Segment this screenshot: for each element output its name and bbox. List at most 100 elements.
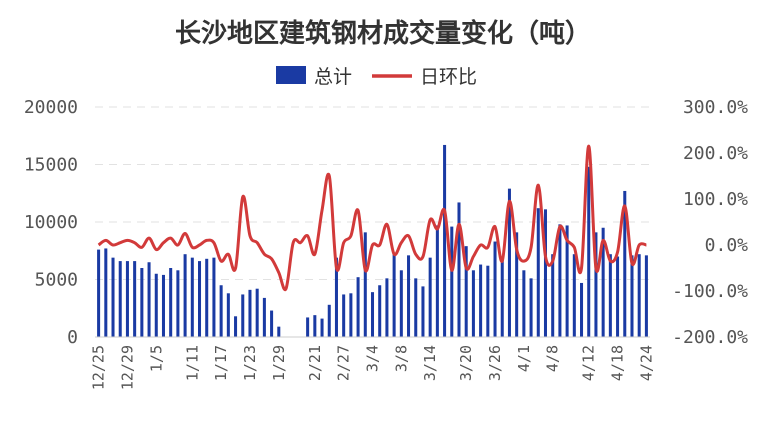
bar [536,208,540,337]
bar [255,288,259,337]
bar [197,261,202,337]
bar [493,241,497,337]
bar [161,274,165,337]
bar [97,249,101,337]
line-series [97,144,647,292]
bar [392,254,396,337]
bar [428,257,432,337]
y-right-tick-label: -100.0% [672,281,748,302]
bar [226,293,230,337]
bar [507,188,511,337]
bar [378,285,382,337]
x-tick-label: 2/21 [306,345,324,381]
bar [140,268,144,337]
bar [111,257,115,337]
bar [601,227,605,337]
x-tick-label: 4/12 [580,345,598,381]
x-tick-label: 1/23 [241,345,259,381]
bar [234,316,238,337]
bar [313,315,317,337]
bar [558,224,562,337]
bar [616,256,620,337]
bar [241,294,245,337]
bar [407,255,411,337]
x-tick-label: 12/25 [90,345,108,390]
bar [190,257,194,337]
bar [580,282,584,337]
y-right-tick-label: -200.0% [672,327,748,348]
x-tick-label: 4/1 [515,345,533,372]
bar [623,190,627,337]
x-tick-label: 1/17 [212,345,230,381]
bar [551,254,555,337]
x-tick-label: 3/20 [457,345,475,381]
bar [630,255,634,337]
bar [522,270,526,337]
bar [342,294,346,337]
bar [277,326,281,337]
y-left-tick-label: 0 [67,327,78,348]
bar [486,265,490,337]
bar [370,292,375,337]
y-left-tick-label: 20000 [24,97,78,118]
bar [212,257,216,337]
bar [176,270,180,337]
bar [205,258,209,337]
bar [471,270,475,337]
bar [262,297,266,337]
bar [104,248,108,337]
y-axis-left: 0 5000 10000 15000 20000 [24,97,78,348]
y-right-tick-label: 300.0% [683,97,748,118]
bar [125,261,129,337]
x-tick-label: 4/24 [637,345,655,381]
bar [183,254,187,337]
bar [421,286,425,337]
bar [479,264,483,337]
bar [644,255,648,337]
x-axis: 12/25 12/29 1/5 1/11 1/17 1/23 1/29 2/21 2/27 3/4… [90,336,655,390]
bar [529,278,533,337]
bar [572,254,576,337]
y-left-tick-label: 15000 [24,155,78,176]
bar [154,273,158,337]
chart-title: 长沙地区建筑钢材成交量变化（吨） [175,18,591,49]
legend-swatch-bars [276,66,306,84]
bar [399,270,403,337]
y-left-tick-label: 5000 [35,270,78,291]
y-right-tick-label: 100.0% [683,189,748,210]
x-tick-label: 3/26 [486,345,504,381]
bar [565,225,569,337]
bar [248,289,252,337]
bar [450,226,454,337]
bar [356,277,360,337]
bar [363,232,367,337]
bar [608,254,612,337]
bar [515,232,519,337]
legend-label-bars: 总计 [314,66,352,88]
x-tick-label: 2/27 [335,345,353,381]
bar [587,166,591,337]
bar [334,257,338,337]
bar [443,144,447,337]
bar [543,209,548,337]
x-tick-label: 4/18 [609,345,627,381]
bar-series [97,144,648,337]
line-path [97,144,647,292]
bar [133,261,137,337]
y-right-tick-label: 0.0% [705,235,749,256]
bar [637,254,641,337]
x-tick-label: 12/29 [118,345,136,390]
bar [500,257,504,337]
grid-lines [95,106,650,280]
x-tick-label: 3/4 [364,345,382,372]
x-tick-label: 1/11 [183,345,201,381]
bar [306,317,310,337]
bar [594,232,598,337]
bar [320,318,324,337]
bar [327,304,331,337]
bar [457,202,461,337]
x-tick-label: 1/29 [270,345,288,381]
legend: 总计 日环比 [276,66,477,88]
bar [414,278,418,337]
